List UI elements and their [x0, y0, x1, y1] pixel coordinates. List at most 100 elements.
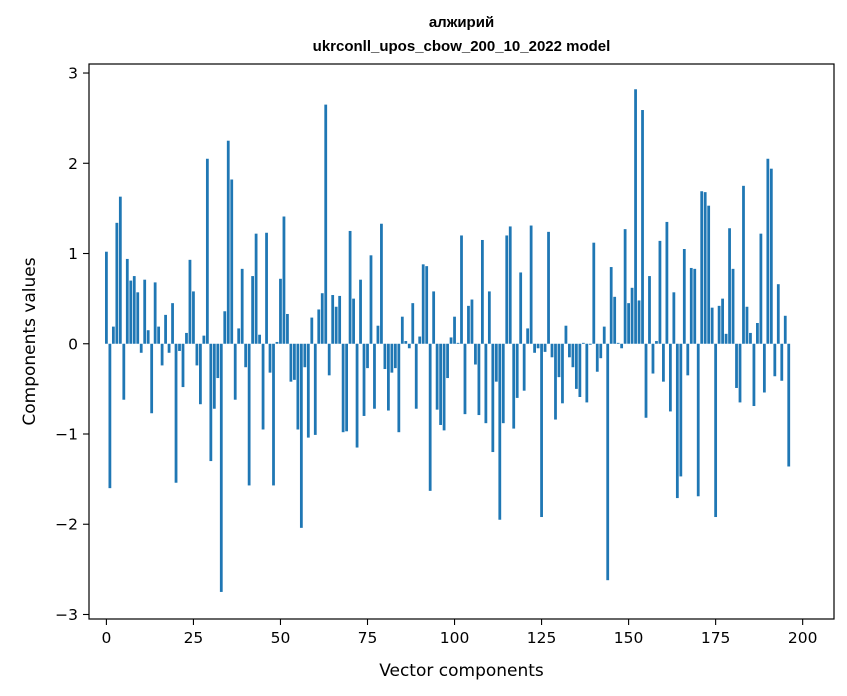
- bar-165: [679, 343, 683, 477]
- y-tick-label: 2: [68, 155, 78, 173]
- bar-149: [623, 229, 627, 344]
- bar-99: [449, 337, 453, 344]
- bar-122: [529, 225, 533, 344]
- bar-37: [233, 343, 237, 400]
- y-tick-label: −1: [55, 426, 78, 444]
- bar-47: [268, 343, 272, 373]
- bar-178: [724, 333, 728, 344]
- bar-6: [125, 258, 129, 344]
- bar-141: [595, 343, 599, 372]
- bar-196: [787, 343, 791, 467]
- bar-26: [195, 343, 199, 366]
- x-tick-label: 125: [527, 629, 557, 647]
- bar-73: [359, 279, 362, 344]
- bar-150: [627, 303, 630, 344]
- bar-9: [136, 292, 140, 344]
- bar-95: [435, 343, 439, 410]
- bar-107: [477, 343, 481, 416]
- bar-182: [738, 343, 742, 403]
- bar-54: [293, 343, 296, 380]
- bar-159: [658, 240, 662, 344]
- bar-189: [762, 343, 766, 393]
- y-tick-label: −3: [55, 606, 78, 624]
- bar-67: [338, 295, 342, 344]
- bar-161: [665, 221, 669, 344]
- bar-163: [672, 292, 676, 344]
- bar-194: [780, 343, 784, 381]
- bar-115: [505, 235, 509, 344]
- bar-88: [411, 303, 415, 344]
- bar-180: [731, 268, 735, 344]
- bar-56: [299, 343, 303, 528]
- x-tick-label: 75: [358, 629, 378, 647]
- bar-48: [272, 343, 275, 486]
- x-tick-label: 150: [614, 629, 644, 647]
- x-tick-label: 175: [701, 629, 731, 647]
- bar-123: [533, 343, 536, 353]
- bar-57: [303, 343, 307, 368]
- bar-174: [710, 307, 714, 344]
- bar-131: [561, 343, 564, 404]
- bar-98: [446, 343, 449, 379]
- bar-170: [696, 343, 700, 497]
- x-tick-label: 200: [788, 629, 818, 647]
- bar-32: [216, 343, 220, 379]
- bar-1: [108, 343, 112, 489]
- bar-111: [491, 343, 495, 453]
- bar-146: [613, 296, 617, 344]
- bar-0: [105, 251, 108, 344]
- bar-179: [728, 228, 731, 344]
- bar-173: [707, 205, 711, 344]
- bar-18: [167, 343, 171, 353]
- bar-8: [132, 276, 136, 344]
- bar-55: [296, 343, 300, 430]
- bar-126: [543, 343, 547, 352]
- bar-21: [178, 343, 181, 351]
- bar-195: [783, 315, 787, 344]
- bar-187: [756, 323, 759, 344]
- bar-158: [655, 341, 658, 344]
- x-axis-ticks: 0 25 50 75 100 125 150 175 200: [101, 619, 817, 647]
- bar-40: [244, 343, 248, 368]
- bar-109: [484, 343, 488, 424]
- bar-28: [202, 335, 206, 344]
- bar-17: [164, 314, 167, 344]
- bar-124: [536, 343, 540, 349]
- bar-90: [418, 336, 422, 344]
- bar-184: [745, 306, 749, 344]
- bar-142: [599, 343, 603, 359]
- bar-61: [317, 309, 321, 344]
- bar-104: [467, 305, 470, 344]
- bar-153: [637, 300, 641, 344]
- bar-19: [171, 303, 174, 344]
- bar-50: [279, 278, 282, 344]
- bar-166: [682, 249, 686, 344]
- bar-70: [348, 230, 352, 344]
- bar-102: [460, 235, 463, 344]
- bar-38: [237, 328, 241, 344]
- bar-27: [199, 343, 202, 405]
- bar-135: [574, 343, 578, 389]
- bar-64: [327, 343, 331, 376]
- bar-41: [247, 343, 251, 486]
- bar-181: [735, 343, 738, 388]
- bar-77: [373, 343, 376, 409]
- bar-66: [334, 306, 338, 344]
- bar-75: [366, 343, 369, 369]
- bar-143: [602, 326, 606, 344]
- bar-85: [400, 316, 404, 344]
- bar-156: [648, 276, 651, 344]
- bar-144: [606, 343, 610, 581]
- bar-11: [143, 279, 147, 344]
- y-axis-label: Components values: [20, 257, 40, 425]
- bar-103: [463, 343, 467, 415]
- y-tick-label: 1: [68, 245, 78, 263]
- bar-119: [519, 272, 523, 344]
- bar-116: [508, 226, 512, 344]
- bar-84: [397, 343, 401, 433]
- bar-65: [331, 295, 335, 344]
- bar-23: [185, 332, 188, 344]
- bar-68: [341, 343, 345, 433]
- bar-139: [588, 343, 592, 345]
- bar-93: [428, 343, 432, 491]
